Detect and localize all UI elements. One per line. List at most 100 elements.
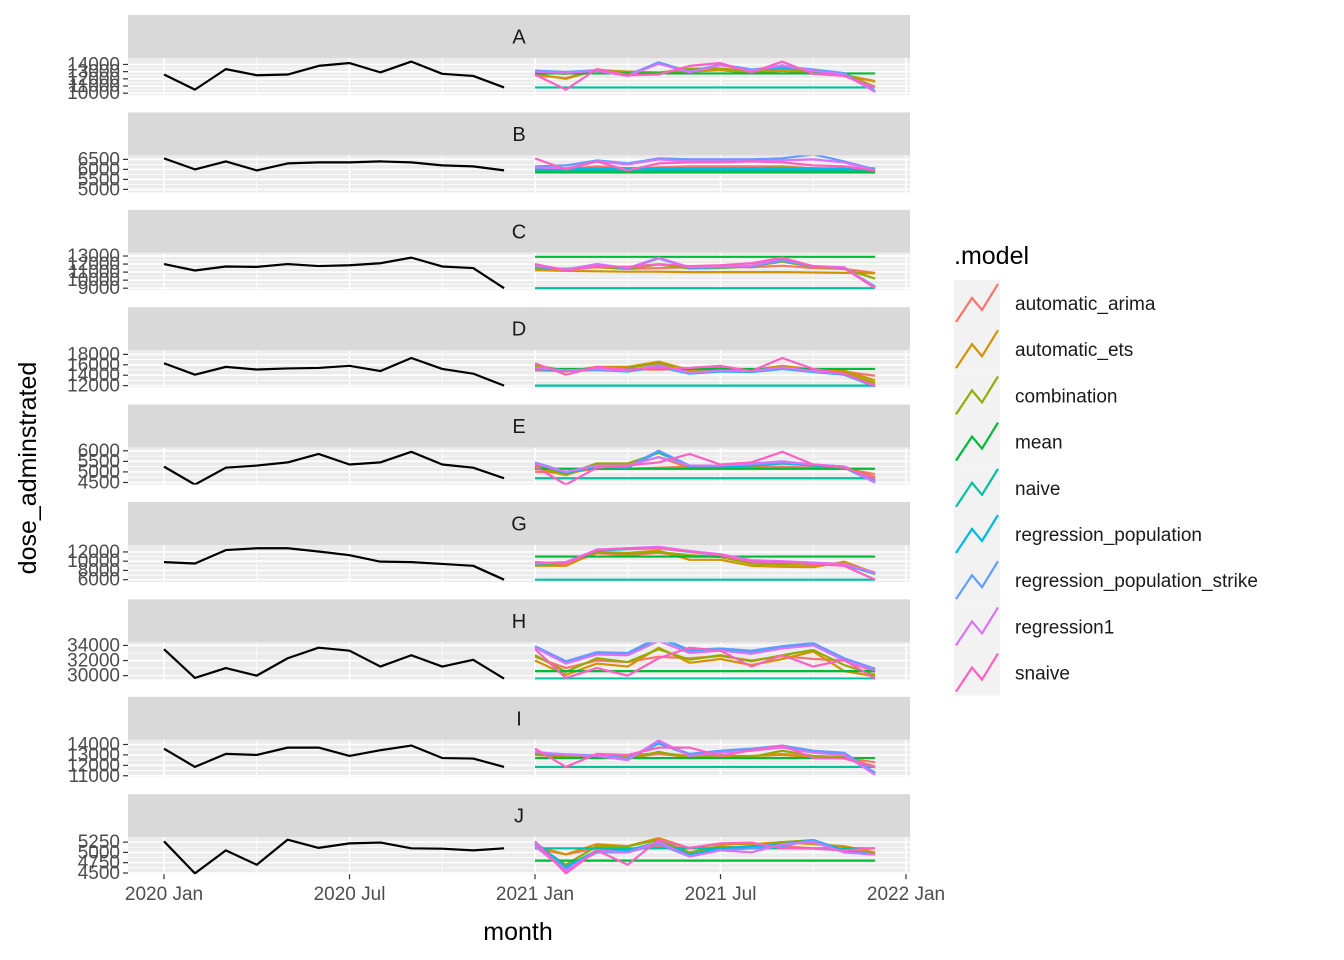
y-tick-label: 10000: [67, 551, 120, 572]
facet-strip: [128, 112, 910, 156]
legend-label: mean: [1015, 433, 1063, 454]
legend-key-line: [955, 468, 999, 508]
facet-series: [163, 255, 876, 290]
legend-item-regression_population_strike: regression_population_strike: [954, 557, 1258, 604]
facet-strip-label: G: [511, 514, 527, 536]
forecast-line-snaive: [534, 256, 876, 290]
y-tick-label: 12000: [67, 69, 120, 90]
facet-series: [163, 545, 876, 581]
legend-item-regression_population: regression_population: [954, 511, 1202, 557]
y-tick-label: 5250: [78, 832, 120, 853]
forecast-line-snaive: [534, 646, 876, 680]
legend-item-automatic_arima: automatic_arima: [954, 280, 1156, 326]
facet-strip: [128, 696, 910, 740]
y-tick-label: 5000: [78, 179, 120, 200]
y-tick-label: 4500: [78, 472, 120, 493]
y-tick-label: 5000: [78, 842, 120, 863]
forecast-line-snaive: [534, 356, 876, 387]
facet-strip: [128, 209, 910, 253]
y-tick-label: 10000: [67, 270, 120, 291]
facet-series: [163, 60, 876, 93]
y-tick-label: 6000: [78, 441, 120, 462]
y-tick-label: 5000: [78, 462, 120, 483]
y-tick-label: 4750: [78, 853, 120, 874]
history-line: [163, 450, 505, 485]
y-tick-label: 12000: [67, 542, 120, 563]
forecast-line-snaive: [534, 744, 876, 768]
legend: .model automatic_arima automatic_etscombi…: [954, 242, 1258, 696]
y-tick-label: 13000: [67, 62, 120, 83]
legend-key-line: [955, 514, 999, 554]
y-tick-label: 14000: [67, 365, 120, 386]
history-line: [163, 744, 505, 768]
x-tick-label: 2020 Jan: [125, 884, 203, 905]
y-tick-label: 5500: [78, 169, 120, 190]
facet-strip-label: C: [512, 221, 526, 243]
y-tick-label: 30000: [67, 666, 120, 687]
y-tick-label: 16000: [67, 355, 120, 376]
x-tick-label: 2021 Jan: [496, 884, 574, 905]
legend-label: regression_population: [1015, 525, 1202, 546]
legend-label: regression_population_strike: [1015, 571, 1258, 592]
facet-strip: [128, 599, 910, 643]
y-tick-label: 12000: [67, 376, 120, 397]
facet-series: [163, 837, 876, 875]
facet-strip: [128, 307, 910, 351]
history-line: [163, 60, 505, 91]
facet-strip: [128, 15, 910, 58]
y-tick-label: 4500: [78, 863, 120, 884]
y-tick-label: 12000: [67, 254, 120, 275]
facet-series: [163, 155, 876, 174]
facet-strip: [128, 794, 910, 838]
facet-strip-label: E: [512, 416, 525, 438]
facet-strip-label: H: [512, 611, 526, 633]
facet-gridlines: [128, 739, 910, 777]
y-axis-title: dose_adminstrated: [14, 362, 42, 575]
x-axis: 2020 Jan 2020 Jul 2021 Jan 2021 Jul 2022 Jan: [125, 874, 945, 905]
legend-item-regression1: regression1: [954, 603, 1114, 650]
legend-item-snaive: snaive: [954, 649, 1070, 696]
y-tick-label: 8000: [78, 560, 120, 581]
legend-key-line: [955, 375, 999, 416]
y-tick-label: 13000: [67, 246, 120, 267]
y-tick-label: 10000: [67, 83, 120, 104]
facet-strip-label: A: [512, 27, 526, 49]
facet-series: [163, 739, 876, 776]
forecast-line-regression_population_strike: [534, 155, 876, 171]
legend-label: automatic_arima: [1015, 294, 1156, 315]
legend-key-line: [955, 560, 999, 600]
y-tick-label: 14000: [67, 734, 120, 755]
y-tick-label: 13000: [67, 745, 120, 766]
forecast-line-snaive: [534, 450, 876, 485]
facet-strip-label: B: [512, 124, 525, 146]
history-line: [163, 646, 505, 680]
legend-label: naive: [1015, 479, 1060, 500]
facet-strip-label: J: [514, 806, 524, 828]
history-line: [163, 838, 505, 875]
history-line: [163, 547, 505, 581]
y-tick-label: 14000: [67, 54, 120, 75]
legend-item-mean: mean: [954, 418, 1063, 465]
legend-key-line: [955, 283, 999, 323]
y-tick-label: 34000: [67, 635, 120, 656]
legend-key-line: [955, 329, 999, 369]
x-axis-title: month: [483, 918, 552, 946]
y-tick-label: 9000: [78, 278, 120, 299]
y-tick-label: 6500: [78, 149, 120, 170]
legend-key-line: [955, 606, 999, 647]
y-tick-label: 6000: [78, 570, 120, 591]
forecast-line-automatic_ets: [534, 268, 876, 275]
legend-key-line: [955, 422, 999, 462]
legend-title: .model: [954, 242, 1029, 270]
forecast-line-combination: [534, 648, 876, 676]
legend-item-combination: combination: [954, 372, 1117, 419]
